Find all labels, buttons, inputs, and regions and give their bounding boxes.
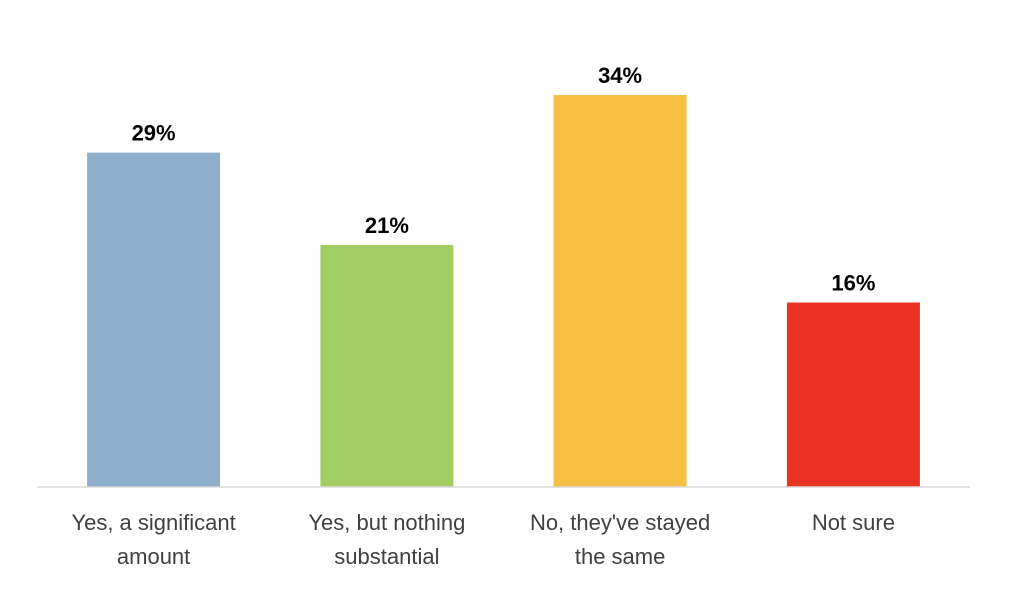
bar-1 [87,152,221,487]
bar-4 [786,302,920,487]
category-label-2-line-2: substantial [334,544,439,569]
category-label-1-line-2: amount [117,544,190,569]
category-labels-group: Yes, a significant amount Yes, but nothing… [71,510,895,569]
category-label-1-line-1: Yes, a significant [71,510,235,535]
category-label-2-line-1: Yes, but nothing [308,510,465,535]
category-label-4-line-1: Not sure [812,510,895,535]
data-label-1: 29% [132,121,176,146]
data-label-2: 21% [365,213,409,238]
bars-group [87,95,920,487]
data-label-4: 16% [831,271,875,296]
category-label-3-line-2: the same [575,544,666,569]
bar-2 [320,244,454,487]
value-labels-group: 29% 21% 34% 16% [132,63,876,296]
data-label-3: 34% [598,63,642,88]
bar-3 [553,95,687,487]
category-label-3-line-1: No, they've stayed [530,510,710,535]
